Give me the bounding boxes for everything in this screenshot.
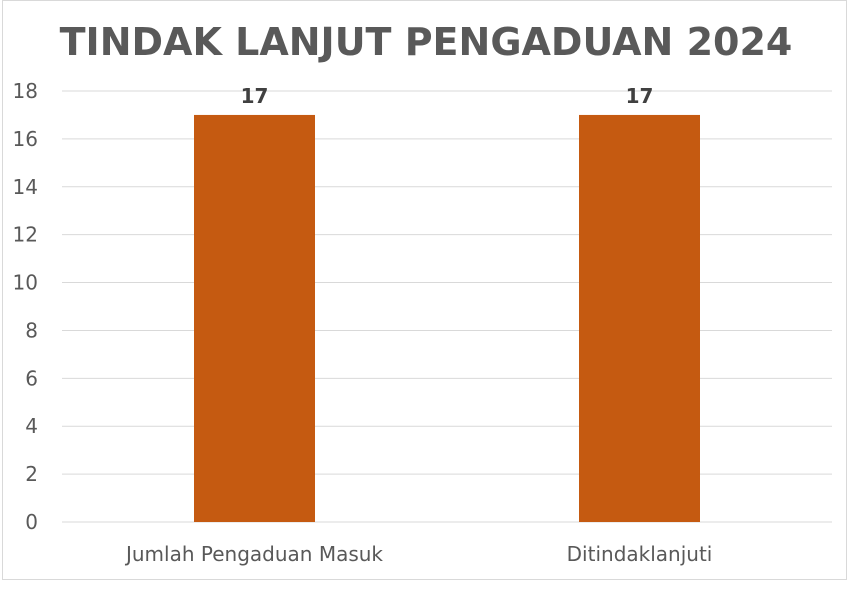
data-label: 17 xyxy=(626,84,654,108)
bar xyxy=(194,114,315,522)
y-tick-label: 16 xyxy=(13,127,38,151)
bar xyxy=(579,114,700,522)
chart-title: TINDAK LANJUT PENGADUAN 2024 xyxy=(60,20,793,64)
x-tick-label: Jumlah Pengaduan Masuk xyxy=(124,542,383,566)
y-tick-label: 14 xyxy=(13,175,38,199)
y-tick-label: 10 xyxy=(13,271,38,295)
chart-frame xyxy=(2,0,847,580)
bars xyxy=(194,114,700,522)
y-tick-label: 2 xyxy=(25,462,38,486)
y-tick-label: 4 xyxy=(25,414,38,438)
y-tick-label: 12 xyxy=(13,223,38,247)
x-tick-label: Ditindaklanjuti xyxy=(567,542,713,566)
x-axis-ticks: Jumlah Pengaduan Masuk Ditindaklanjuti xyxy=(124,542,712,566)
y-tick-label: 0 xyxy=(25,510,38,534)
gridlines xyxy=(62,90,832,523)
y-axis-ticks: 0 2 4 6 8 10 12 14 16 18 xyxy=(13,79,38,534)
y-tick-label: 18 xyxy=(13,79,38,103)
y-tick-label: 6 xyxy=(25,366,38,390)
y-tick-label: 8 xyxy=(25,318,38,342)
data-labels: 17 17 xyxy=(241,84,654,108)
data-label: 17 xyxy=(241,84,269,108)
